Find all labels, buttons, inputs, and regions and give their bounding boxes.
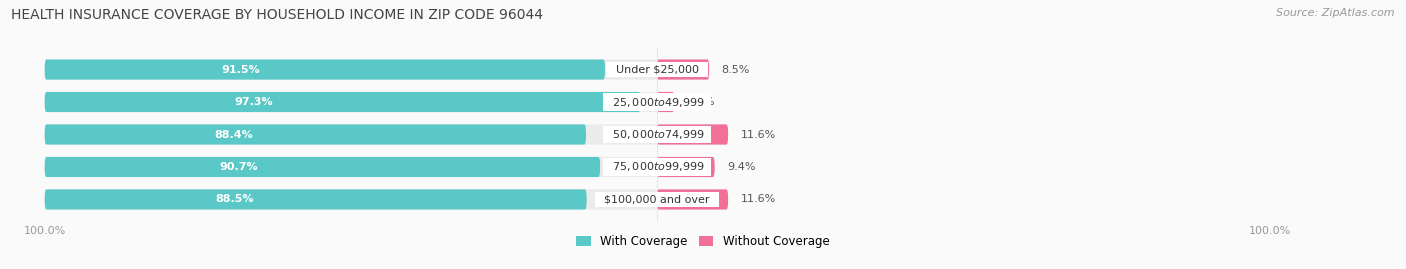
Text: 9.4%: 9.4% [727, 162, 755, 172]
Text: 97.3%: 97.3% [233, 97, 273, 107]
Text: 88.5%: 88.5% [215, 194, 253, 204]
Text: $50,000 to $74,999: $50,000 to $74,999 [605, 128, 709, 141]
Text: 8.5%: 8.5% [721, 65, 749, 75]
FancyBboxPatch shape [45, 59, 605, 80]
FancyBboxPatch shape [657, 189, 728, 210]
FancyBboxPatch shape [45, 125, 728, 144]
Text: 11.6%: 11.6% [741, 194, 776, 204]
Text: $100,000 and over: $100,000 and over [598, 194, 717, 204]
FancyBboxPatch shape [45, 157, 600, 177]
FancyBboxPatch shape [45, 92, 641, 112]
FancyBboxPatch shape [45, 189, 728, 210]
Text: $75,000 to $99,999: $75,000 to $99,999 [605, 161, 709, 174]
Text: 90.7%: 90.7% [219, 162, 259, 172]
Text: HEALTH INSURANCE COVERAGE BY HOUSEHOLD INCOME IN ZIP CODE 96044: HEALTH INSURANCE COVERAGE BY HOUSEHOLD I… [11, 8, 543, 22]
Text: 88.4%: 88.4% [215, 129, 253, 140]
FancyBboxPatch shape [45, 59, 709, 80]
FancyBboxPatch shape [657, 157, 714, 177]
FancyBboxPatch shape [657, 125, 728, 144]
FancyBboxPatch shape [657, 92, 675, 112]
Text: $25,000 to $49,999: $25,000 to $49,999 [605, 95, 709, 108]
Legend: With Coverage, Without Coverage: With Coverage, Without Coverage [572, 230, 834, 253]
FancyBboxPatch shape [657, 59, 709, 80]
Text: Source: ZipAtlas.com: Source: ZipAtlas.com [1277, 8, 1395, 18]
Text: 2.8%: 2.8% [686, 97, 716, 107]
Text: Under $25,000: Under $25,000 [609, 65, 706, 75]
FancyBboxPatch shape [45, 157, 714, 177]
FancyBboxPatch shape [45, 92, 675, 112]
FancyBboxPatch shape [45, 125, 586, 144]
FancyBboxPatch shape [45, 189, 586, 210]
Text: 91.5%: 91.5% [222, 65, 260, 75]
Text: 11.6%: 11.6% [741, 129, 776, 140]
